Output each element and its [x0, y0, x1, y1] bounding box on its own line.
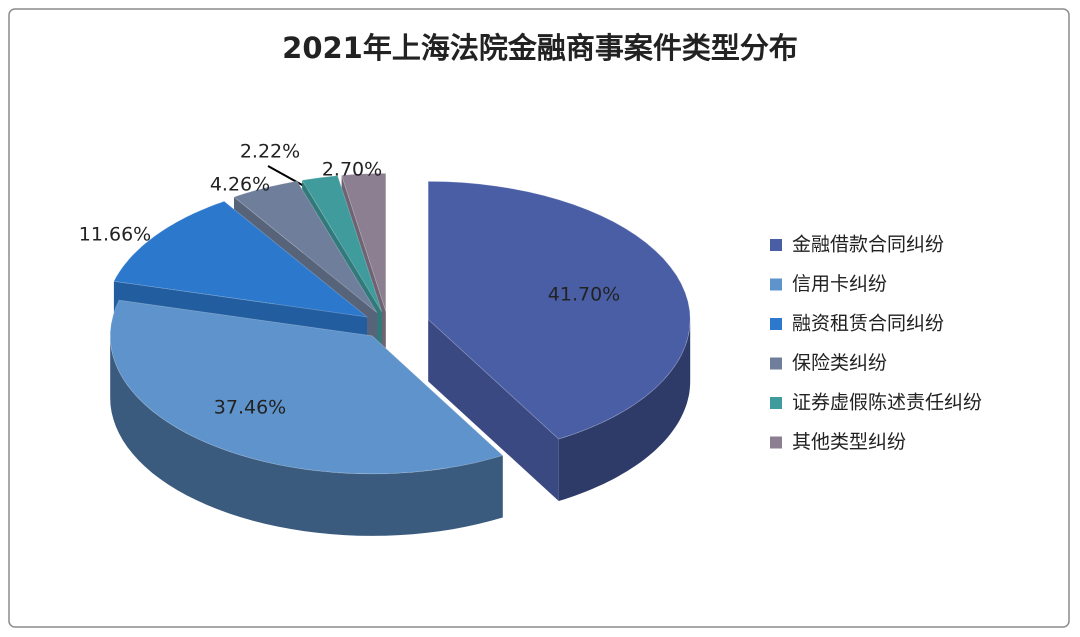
- data-label: 41.70%: [548, 284, 620, 306]
- slice-cut-face: [428, 319, 559, 501]
- data-label: 37.46%: [214, 397, 286, 419]
- data-label: 2.22%: [240, 141, 300, 163]
- legend-label: 证券虚假陈述责任纠纷: [792, 392, 982, 414]
- legend-swatch: [770, 436, 782, 449]
- slice: [113, 200, 369, 318]
- legend-label: 融资租赁合同纠纷: [792, 313, 944, 335]
- legend-label: 金融借款合同纠纷: [792, 234, 944, 256]
- legend-label: 信用卡纠纷: [792, 273, 887, 295]
- slice: [109, 299, 504, 475]
- legend-label: 其他类型纠纷: [792, 431, 906, 453]
- legend-swatch: [770, 239, 782, 251]
- legend-label: 保险类纠纷: [792, 352, 887, 374]
- slice: [301, 175, 383, 312]
- legend-swatch: [770, 357, 782, 370]
- slice: [341, 173, 387, 312]
- data-label: 11.66%: [79, 224, 151, 246]
- legend-swatch: [770, 318, 782, 330]
- slice-side: [110, 335, 503, 536]
- slice: [233, 180, 378, 313]
- slice: [427, 180, 691, 440]
- data-label: 4.26%: [210, 174, 270, 196]
- slice-side: [558, 319, 691, 501]
- legend-swatch: [770, 278, 782, 291]
- legend-swatch: [770, 397, 782, 409]
- chart-title: 2021年上海法院金融商事案件类型分布: [282, 31, 798, 65]
- data-label: 2.70%: [322, 159, 382, 181]
